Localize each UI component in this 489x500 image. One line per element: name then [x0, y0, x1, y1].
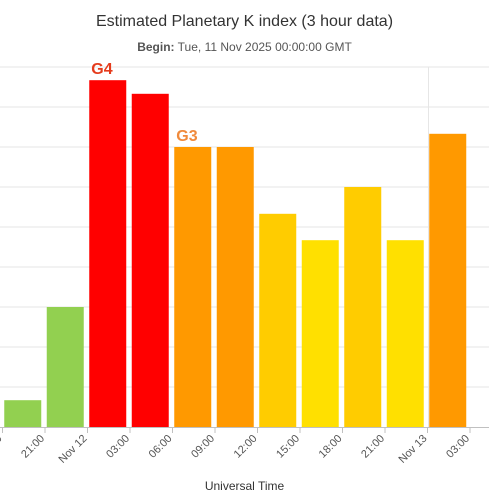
x-tick-label: Nov 12 — [56, 433, 89, 466]
x-tick-label: 06:00 — [147, 433, 175, 461]
bar — [89, 80, 127, 427]
x-tick-label: 21:00 — [19, 433, 47, 461]
storm-annotations: G4 G3 — [91, 61, 197, 145]
x-tick-label: 15:00 — [274, 433, 302, 461]
x-tick-label: Nov 13 — [396, 433, 429, 466]
begin-label: Begin: — [137, 40, 175, 54]
bar — [386, 240, 424, 427]
x-tick-label: 03:00 — [444, 433, 472, 461]
x-axis: 0 21:00 Nov 12 03:00 06:00 09:00 12:00 15:00 18:… — [0, 427, 489, 466]
x-tick-label: 12:00 — [232, 433, 260, 461]
bars — [4, 80, 467, 428]
bar — [259, 213, 297, 427]
chart-subtitle: Begin: Tue, 11 Nov 2025 00:00:00 GMT — [0, 40, 489, 54]
x-tick-label: 18:00 — [317, 433, 345, 461]
begin-value: Tue, 11 Nov 2025 00:00:00 GMT — [177, 40, 352, 54]
bar — [344, 187, 382, 427]
bar — [46, 307, 84, 427]
storm-label-g4: G4 — [91, 61, 112, 78]
x-tick-label: 21:00 — [359, 433, 387, 461]
x-axis-label: Universal Time — [204, 479, 285, 493]
bar — [216, 147, 254, 427]
bar — [131, 93, 169, 428]
x-tick-label: 03:00 — [104, 433, 132, 461]
chart-title: Estimated Planetary K index (3 hour data… — [95, 13, 394, 30]
bar — [429, 133, 467, 428]
bar — [174, 147, 212, 427]
x-tick-label: 0 — [0, 433, 5, 446]
bar — [301, 240, 339, 427]
storm-label-g3: G3 — [176, 128, 197, 145]
bar — [4, 400, 42, 427]
x-tick-label: 09:00 — [189, 433, 217, 461]
